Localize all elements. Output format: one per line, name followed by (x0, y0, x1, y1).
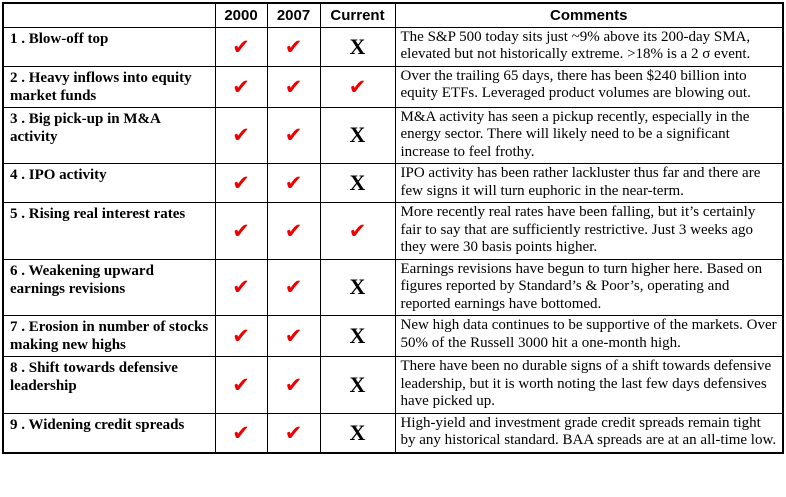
red-checkmark-icon: ✔ (214, 356, 268, 414)
comment-cell: There have been no durable signs of a sh… (394, 356, 784, 414)
red-checkmark-icon: ✔ (266, 26, 321, 67)
comment-cell: M&A activity has seen a pickup recently,… (394, 106, 784, 164)
red-checkmark-icon: ✔ (266, 65, 321, 108)
comment-cell: The S&P 500 today sits just ~9% above it… (394, 26, 784, 67)
row-label: 1 . Blow-off top (2, 26, 216, 67)
table-row: 8 . Shift towards defensive leadership ✔… (2, 356, 784, 414)
black-x-mark: X (319, 258, 396, 316)
red-checkmark-icon: ✔ (319, 65, 396, 108)
table-row: 1 . Blow-off top ✔ ✔ X The S&P 500 today… (2, 26, 784, 67)
table-row: 7 . Erosion in number of stocks making n… (2, 315, 784, 357)
red-checkmark-icon: ✔ (266, 258, 321, 316)
header-current: Current (319, 2, 396, 28)
header-comments: Comments (394, 2, 784, 28)
red-checkmark-icon: ✔ (266, 202, 321, 260)
table-row: 3 . Big pick-up in M&A activity ✔ ✔ X M&… (2, 106, 784, 164)
row-label: 8 . Shift towards defensive leadership (2, 356, 216, 414)
black-x-mark: X (319, 26, 396, 67)
red-checkmark-icon: ✔ (214, 202, 268, 260)
row-label: 3 . Big pick-up in M&A activity (2, 106, 216, 164)
red-checkmark-icon: ✔ (214, 106, 268, 164)
comment-cell: Earnings revisions have begun to turn hi… (394, 258, 784, 316)
header-indicator (2, 2, 216, 28)
red-checkmark-icon: ✔ (214, 163, 268, 203)
table-row: 9 . Widening credit spreads ✔ ✔ X High-y… (2, 412, 784, 453)
table-row: 4 . IPO activity ✔ ✔ X IPO activity has … (2, 163, 784, 203)
row-label: 4 . IPO activity (2, 163, 216, 203)
red-checkmark-icon: ✔ (266, 356, 321, 414)
table-row: 2 . Heavy inflows into equity market fun… (2, 65, 784, 108)
comment-cell: New high data continues to be supportive… (394, 315, 784, 357)
red-checkmark-icon: ✔ (214, 315, 268, 357)
table-row: 6 . Weakening upward earnings revisions … (2, 258, 784, 316)
row-label: 2 . Heavy inflows into equity market fun… (2, 65, 216, 108)
black-x-mark: X (319, 106, 396, 164)
red-checkmark-icon: ✔ (214, 412, 268, 453)
table-header: 2000 2007 Current Comments (2, 2, 784, 28)
red-checkmark-icon: ✔ (266, 163, 321, 203)
row-label: 5 . Rising real interest rates (2, 202, 216, 260)
red-checkmark-icon: ✔ (214, 258, 268, 316)
market-top-indicators-table: 2000 2007 Current Comments 1 . Blow-off … (2, 2, 784, 454)
row-label: 7 . Erosion in number of stocks making n… (2, 315, 216, 357)
black-x-mark: X (319, 163, 396, 203)
black-x-mark: X (319, 356, 396, 414)
red-checkmark-icon: ✔ (266, 106, 321, 164)
red-checkmark-icon: ✔ (319, 202, 396, 260)
header-2007: 2007 (266, 2, 321, 28)
header-2000: 2000 (214, 2, 268, 28)
comment-cell: More recently real rates have been falli… (394, 202, 784, 260)
row-label: 6 . Weakening upward earnings revisions (2, 258, 216, 316)
row-label: 9 . Widening credit spreads (2, 412, 216, 453)
red-checkmark-icon: ✔ (266, 315, 321, 357)
table-row: 5 . Rising real interest rates ✔ ✔ ✔ Mor… (2, 202, 784, 260)
table-body: 1 . Blow-off top ✔ ✔ X The S&P 500 today… (2, 26, 784, 453)
comment-cell: Over the trailing 65 days, there has bee… (394, 65, 784, 108)
red-checkmark-icon: ✔ (266, 412, 321, 453)
red-checkmark-icon: ✔ (214, 26, 268, 67)
comment-cell: High-yield and investment grade credit s… (394, 412, 784, 453)
black-x-mark: X (319, 315, 396, 357)
comment-cell: IPO activity has been rather lackluster … (394, 163, 784, 203)
red-checkmark-icon: ✔ (214, 65, 268, 108)
header-row: 2000 2007 Current Comments (2, 2, 784, 28)
black-x-mark: X (319, 412, 396, 453)
